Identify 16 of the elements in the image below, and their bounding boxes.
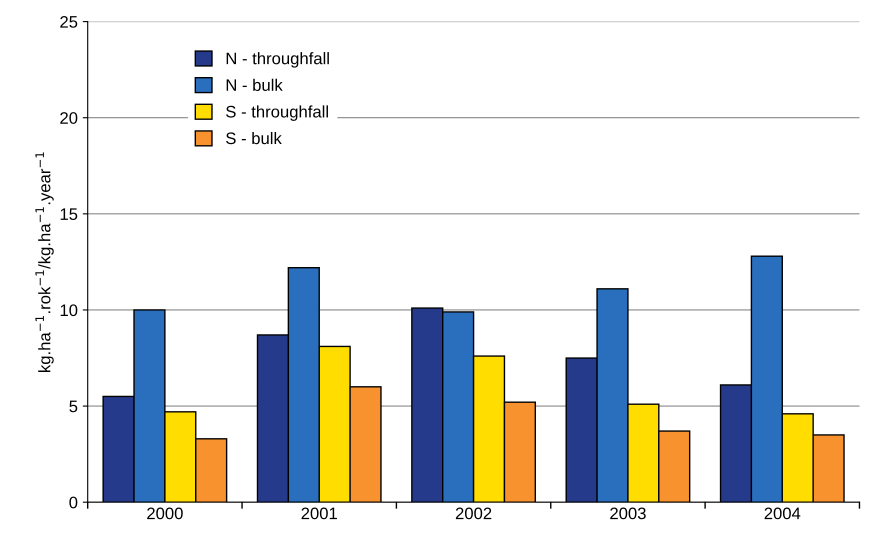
y-tick-label: 25 xyxy=(60,16,78,28)
x-tick-label: 2004 xyxy=(764,508,800,520)
y-tick-label: 0 xyxy=(69,496,78,508)
x-tick-label: 2003 xyxy=(610,508,646,520)
y-tick-label: 10 xyxy=(60,304,78,316)
x-tick-label: 2002 xyxy=(456,508,492,520)
x-tick-label: 2001 xyxy=(302,508,337,520)
legend-label: N - bulk xyxy=(226,78,283,91)
x-tick-label: 2000 xyxy=(147,508,183,520)
y-tick-label: 15 xyxy=(60,208,78,220)
y-axis-title: kg.ha$^{−1}$.rok$^{−1}$/kg.ha$^{−1}$.year$^{−1}$ xyxy=(35,152,54,372)
legend-label: S - bulk xyxy=(226,132,282,144)
y-tick-label: 5 xyxy=(69,400,78,412)
legend-label: S - throughfall xyxy=(226,105,328,121)
y-tick-label: 20 xyxy=(60,112,78,124)
legend-label: N - throughfall xyxy=(226,52,329,68)
